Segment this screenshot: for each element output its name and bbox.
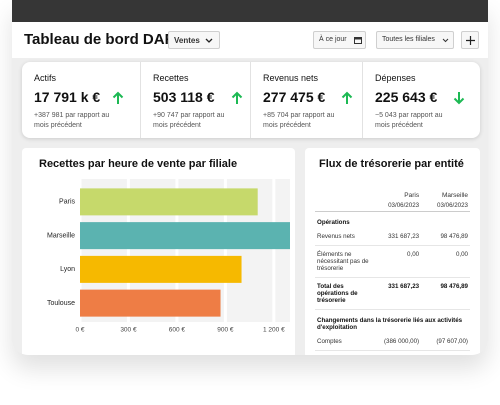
kpi-value: 225 643 € [375,89,438,105]
kpi-value: 503 118 € [153,89,215,105]
table-row: Total des opérations de trésorerie 331 68… [315,278,470,310]
y-tick-label: Toulouse [47,300,75,307]
row-label: Éléments ne nécessitant pas de trésoreri… [317,251,369,272]
kpi-label: Revenus nets [263,73,319,83]
view-dropdown[interactable]: Ventes [168,31,220,49]
cell: 331 687,23 [388,233,420,240]
row-label: Revenus nets [317,233,355,240]
bar [80,289,221,317]
page-title: Tableau de bord DAF [24,31,174,48]
trend-arrow [453,92,465,105]
trend-arrow [231,91,243,104]
x-tick-label: 1 200 € [263,327,285,334]
cell: 0,00 [455,251,468,258]
bar [80,188,258,216]
bar [80,255,242,283]
calendar-icon [354,37,362,44]
top-bar [12,0,488,22]
header: Tableau de bord DAF Ventes À ce jour Tou… [12,22,488,58]
y-tick-label: Lyon [60,266,75,273]
trend-arrow [112,91,124,104]
column-date: 03/06/2023 [437,202,468,209]
arrow [231,91,243,104]
x-tick-label: 300 € [120,327,137,334]
kpi-label: Actifs [34,73,57,83]
cell: (386 000,00) [383,338,420,345]
kpi-tile: Dépenses 225 643 € −5 043 par rapport au m… [362,62,478,138]
y-tick-label: Marseille [47,232,75,239]
chevron-icon [442,38,449,43]
x-tick-label: 600 € [169,327,186,334]
column-name: Paris [404,192,420,199]
trend-arrow [341,91,353,104]
view-label: Ventes [174,36,200,45]
y-tick-label: Paris [59,199,75,206]
kpi-tile: Recettes 503 118 € +90 747 par rapport au … [140,62,256,138]
kpi-change: −5 043 par rapport au mois précédent [375,112,443,129]
x-tick-label: 0 € [75,327,84,334]
kpi-change: +90 747 par rapport au mois précédent [153,112,225,129]
add-button[interactable] [461,31,479,49]
period-picker[interactable]: À ce jour [313,31,366,49]
kpi-label: Recettes [153,73,189,83]
cell: 0,00 [407,251,420,258]
bar-chart: 0 € 300 € 600 € 900 € 1 200 € Paris Marseille L… [47,179,290,334]
column-date: 03/06/2023 [388,202,420,209]
section-title: Changements dans la trésorerie liés aux … [317,317,463,331]
table-title: Flux de trésorerie par entité [319,158,464,170]
section-row: Opérations [315,212,470,229]
cell: (97 607,00) [436,338,468,345]
header-cell [315,190,372,212]
section-row: Changements dans la trésorerie liés aux … [315,310,470,334]
arrow [112,91,124,104]
table-row: Revenus nets 331 687,23 98 476,89 [315,228,470,246]
chart-panel: Recettes par heure de vente par filiale … [22,148,295,355]
plus-icon [466,36,475,45]
row-label: Total des opérations de trésorerie [317,283,358,304]
cell: 98 476,89 [440,233,468,240]
column-header: Marseille 03/06/2023 [421,190,470,212]
column-header: Paris 03/06/2023 [372,190,421,212]
filter-label: Toutes les filiales [382,36,435,43]
bar [80,222,290,250]
kpi-tile: Revenus nets 277 475 € +85 704 par rapport… [250,62,366,138]
cash-flow-table: Paris 03/06/2023 Marseille 03/06/2023 Opérat… [315,190,470,351]
kpi-change: +387 981 par rapport au mois précédent [34,112,110,129]
cell: 331 687,23 [388,283,420,290]
filter-dropdown[interactable]: Toutes les filiales [376,31,454,49]
column-name: Marseille [441,192,468,199]
header-row: Paris 03/06/2023 Marseille 03/06/2023 [315,190,470,212]
table-row: Comptes (386 000,00) (97 607,00) [315,333,470,351]
row-label: Comptes [317,338,342,345]
kpi-tile: Actifs 17 791 k € +387 981 par rapport au … [22,62,137,138]
kpi-label: Dépenses [375,73,416,83]
app-window: Tableau de bord DAF Ventes À ce jour Tou… [12,0,488,355]
kpi-value: 17 791 k € [34,89,101,105]
kpi-change: +85 704 par rapport au mois précédent [263,112,335,129]
period-label: À ce jour [319,36,347,43]
arrow [453,92,465,105]
kpi-value: 277 475 € [263,89,326,105]
table-row: Éléments ne nécessitant pas de trésoreri… [315,246,470,278]
arrow [341,91,353,104]
chevron-icon [205,38,213,43]
kpi-card: Actifs 17 791 k € +387 981 par rapport au … [22,62,480,138]
x-tick-label: 900 € [217,327,234,334]
section-title: Opérations [317,219,350,226]
chart-title: Recettes par heure de vente par filiale [39,158,238,170]
table-panel: Flux de trésorerie par entité Paris 03/06… [305,148,480,355]
cell: 98 476,89 [440,283,468,290]
